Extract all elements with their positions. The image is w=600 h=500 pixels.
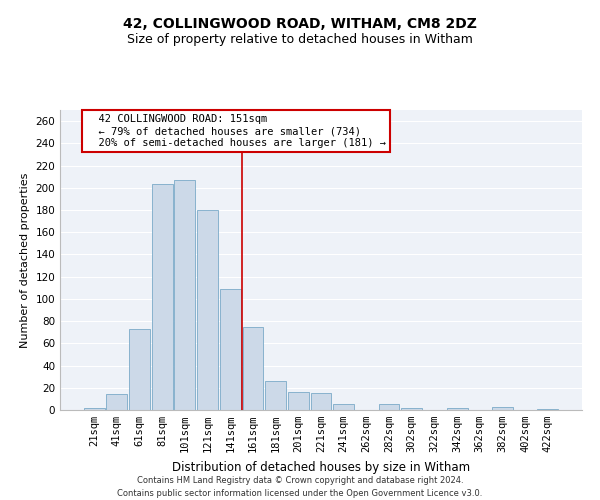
Y-axis label: Number of detached properties: Number of detached properties <box>20 172 30 348</box>
X-axis label: Distribution of detached houses by size in Witham: Distribution of detached houses by size … <box>172 460 470 473</box>
Text: 42 COLLINGWOOD ROAD: 151sqm
  ← 79% of detached houses are smaller (734)
  20% o: 42 COLLINGWOOD ROAD: 151sqm ← 79% of det… <box>86 114 386 148</box>
Bar <box>175 180 196 410</box>
Bar <box>265 381 286 410</box>
Bar <box>492 406 513 410</box>
Bar <box>401 408 422 410</box>
Bar <box>84 408 104 410</box>
Text: Contains HM Land Registry data © Crown copyright and database right 2024.
Contai: Contains HM Land Registry data © Crown c… <box>118 476 482 498</box>
Bar <box>333 404 354 410</box>
Bar <box>242 326 263 410</box>
Bar <box>311 394 331 410</box>
Bar <box>288 392 309 410</box>
Bar <box>220 289 241 410</box>
Text: Size of property relative to detached houses in Witham: Size of property relative to detached ho… <box>127 32 473 46</box>
Bar <box>129 329 150 410</box>
Bar <box>152 184 173 410</box>
Bar <box>446 408 467 410</box>
Text: 42, COLLINGWOOD ROAD, WITHAM, CM8 2DZ: 42, COLLINGWOOD ROAD, WITHAM, CM8 2DZ <box>123 18 477 32</box>
Bar <box>197 210 218 410</box>
Bar <box>106 394 127 410</box>
Bar <box>379 404 400 410</box>
Bar <box>538 409 558 410</box>
